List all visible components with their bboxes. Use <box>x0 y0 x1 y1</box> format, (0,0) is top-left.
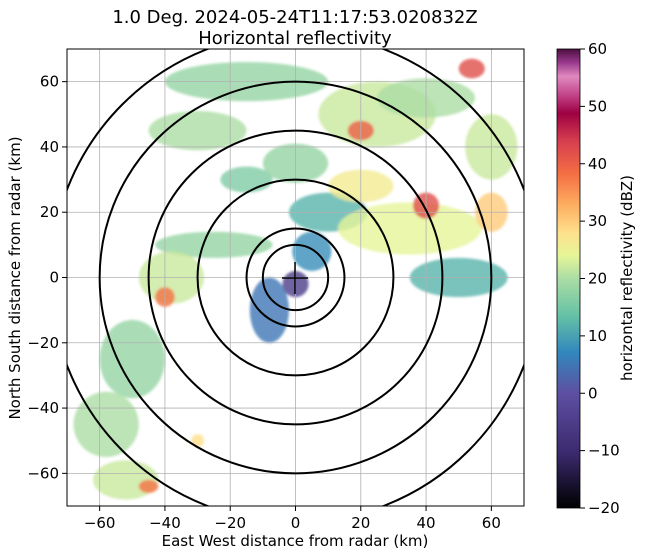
echo-region-18 <box>99 319 165 399</box>
x-axis-ticks: −60 −40 −20 0 20 40 60 <box>84 506 501 532</box>
x-axis-label: East West distance from radar (km) <box>162 532 429 550</box>
y-tick-label: −40 <box>27 399 59 417</box>
range-ring-60km <box>98 80 493 475</box>
colorbar-tick-label: 20 <box>588 270 607 288</box>
colorbar-tick-label: −10 <box>588 442 620 460</box>
range-ring-30km <box>196 178 395 377</box>
y-tick-label: −20 <box>27 334 59 352</box>
x-tick-label: 40 <box>417 514 436 532</box>
x-tick-label: 20 <box>351 514 370 532</box>
x-tick-label: −60 <box>84 514 116 532</box>
x-tick-label: 0 <box>291 514 301 532</box>
chart-title-line1: 1.0 Deg. 2024-05-24T11:17:53.020832Z <box>112 7 477 28</box>
radar-location-marker <box>282 262 308 294</box>
colorbar-tick-label: −20 <box>588 499 620 517</box>
echo-region-15 <box>148 111 247 151</box>
range-rings <box>67 49 524 506</box>
colorbar-tick-label: 30 <box>588 212 607 230</box>
colorbar-tick-label: 10 <box>588 327 607 345</box>
y-tick-label: 40 <box>40 138 59 156</box>
echo-region-21 <box>138 479 159 493</box>
y-tick-label: 20 <box>40 203 59 221</box>
colorbar-tick-label: 50 <box>588 97 607 115</box>
colorbar-gradient <box>556 48 581 509</box>
y-axis-ticks: 60 40 20 0 −20 −40 −60 <box>27 73 67 482</box>
chart-title-line2: Horizontal reflectivity <box>198 28 392 49</box>
range-ring-45km <box>147 129 444 426</box>
colorbar-tick-label: 0 <box>588 384 598 402</box>
colorbar-tick-label: 60 <box>588 40 607 58</box>
y-tick-label: 0 <box>49 269 59 287</box>
colorbar-ticks: 60 50 40 30 20 10 0 −10 −20 <box>580 40 620 517</box>
colorbar: 60 50 40 30 20 10 0 −10 −20 horizontal reflectiv… <box>556 40 636 517</box>
range-ring-15km <box>245 227 346 328</box>
x-tick-label: 60 <box>482 514 501 532</box>
y-axis-label: North South distance from radar (km) <box>6 136 24 419</box>
y-tick-label: 60 <box>40 73 59 91</box>
y-tick-label: −60 <box>27 464 59 482</box>
echo-region-24 <box>220 166 273 193</box>
echo-region-12 <box>458 58 485 79</box>
x-tick-label: −20 <box>214 514 246 532</box>
colorbar-label: horizontal reflectivity (dBZ) <box>618 175 636 381</box>
range-ring-10km <box>261 243 330 312</box>
echo-region-2 <box>292 231 332 271</box>
echo-region-22 <box>191 434 205 448</box>
x-tick-label: −40 <box>149 514 181 532</box>
echo-region-7 <box>337 202 482 255</box>
echo-region-20 <box>93 460 159 500</box>
echo-region-1 <box>249 277 289 343</box>
plot-area <box>66 48 525 507</box>
echo-region-4 <box>155 231 273 258</box>
colorbar-tick-label: 40 <box>588 155 607 173</box>
